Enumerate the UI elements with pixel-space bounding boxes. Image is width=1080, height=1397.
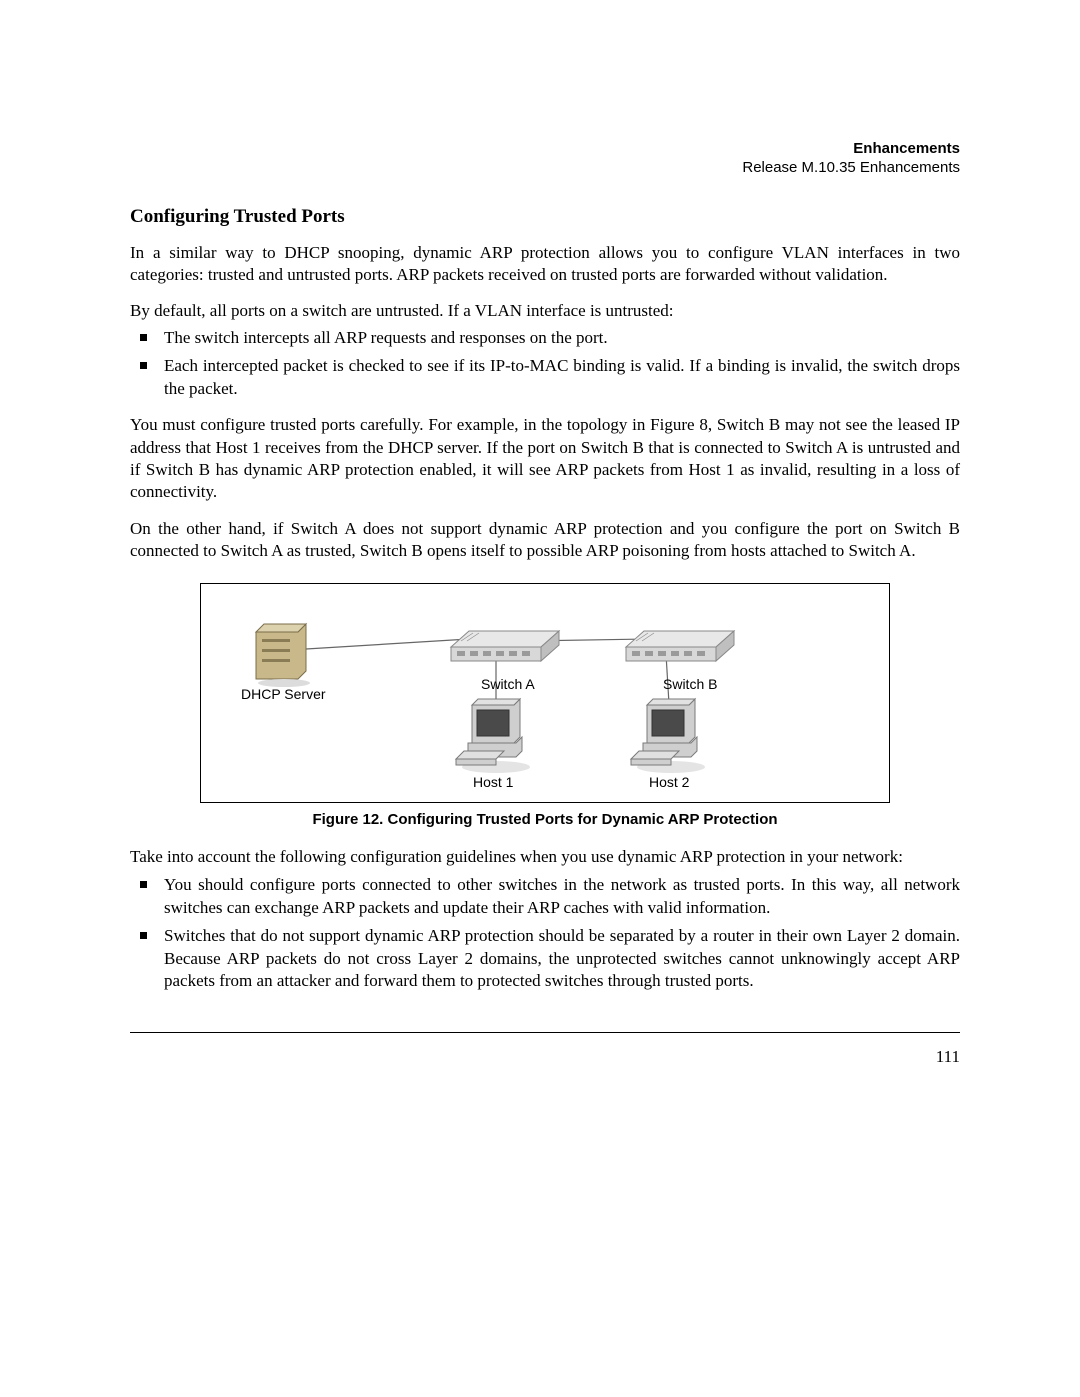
switch-b-label: Switch B xyxy=(663,676,717,692)
paragraph: On the other hand, if Switch A does not … xyxy=(130,518,960,563)
figure: DHCP Server Switch A Switch B Host 1 Hos… xyxy=(200,583,890,828)
list-item: You should configure ports connected to … xyxy=(130,874,960,919)
section-heading: Configuring Trusted Ports xyxy=(130,206,960,228)
figure-caption: Figure 12. Configuring Trusted Ports for… xyxy=(200,811,890,828)
header-subtitle: Release M.10.35 Enhancements xyxy=(130,158,960,178)
list-item: Each intercepted packet is checked to se… xyxy=(130,355,960,400)
page: Enhancements Release M.10.35 Enhancement… xyxy=(0,0,1080,1127)
paragraph: In a similar way to DHCP snooping, dynam… xyxy=(130,242,960,287)
host-1-label: Host 1 xyxy=(473,774,513,790)
dhcp-server-label: DHCP Server xyxy=(241,686,326,702)
host-2-label: Host 2 xyxy=(649,774,689,790)
footer-rule xyxy=(130,1032,960,1033)
page-number: 111 xyxy=(130,1047,960,1067)
paragraph: By default, all ports on a switch are un… xyxy=(130,300,960,322)
paragraph: You must configure trusted ports careful… xyxy=(130,414,960,504)
bullet-list: The switch intercepts all ARP requests a… xyxy=(130,327,960,400)
paragraph: Take into account the following configur… xyxy=(130,846,960,868)
header-title: Enhancements xyxy=(130,140,960,158)
running-header: Enhancements Release M.10.35 Enhancement… xyxy=(130,140,960,178)
list-item: Switches that do not support dynamic ARP… xyxy=(130,925,960,992)
list-item: The switch intercepts all ARP requests a… xyxy=(130,327,960,349)
bullet-list: You should configure ports connected to … xyxy=(130,874,960,992)
figure-frame: DHCP Server Switch A Switch B Host 1 Hos… xyxy=(200,583,890,803)
switch-a-label: Switch A xyxy=(481,676,535,692)
